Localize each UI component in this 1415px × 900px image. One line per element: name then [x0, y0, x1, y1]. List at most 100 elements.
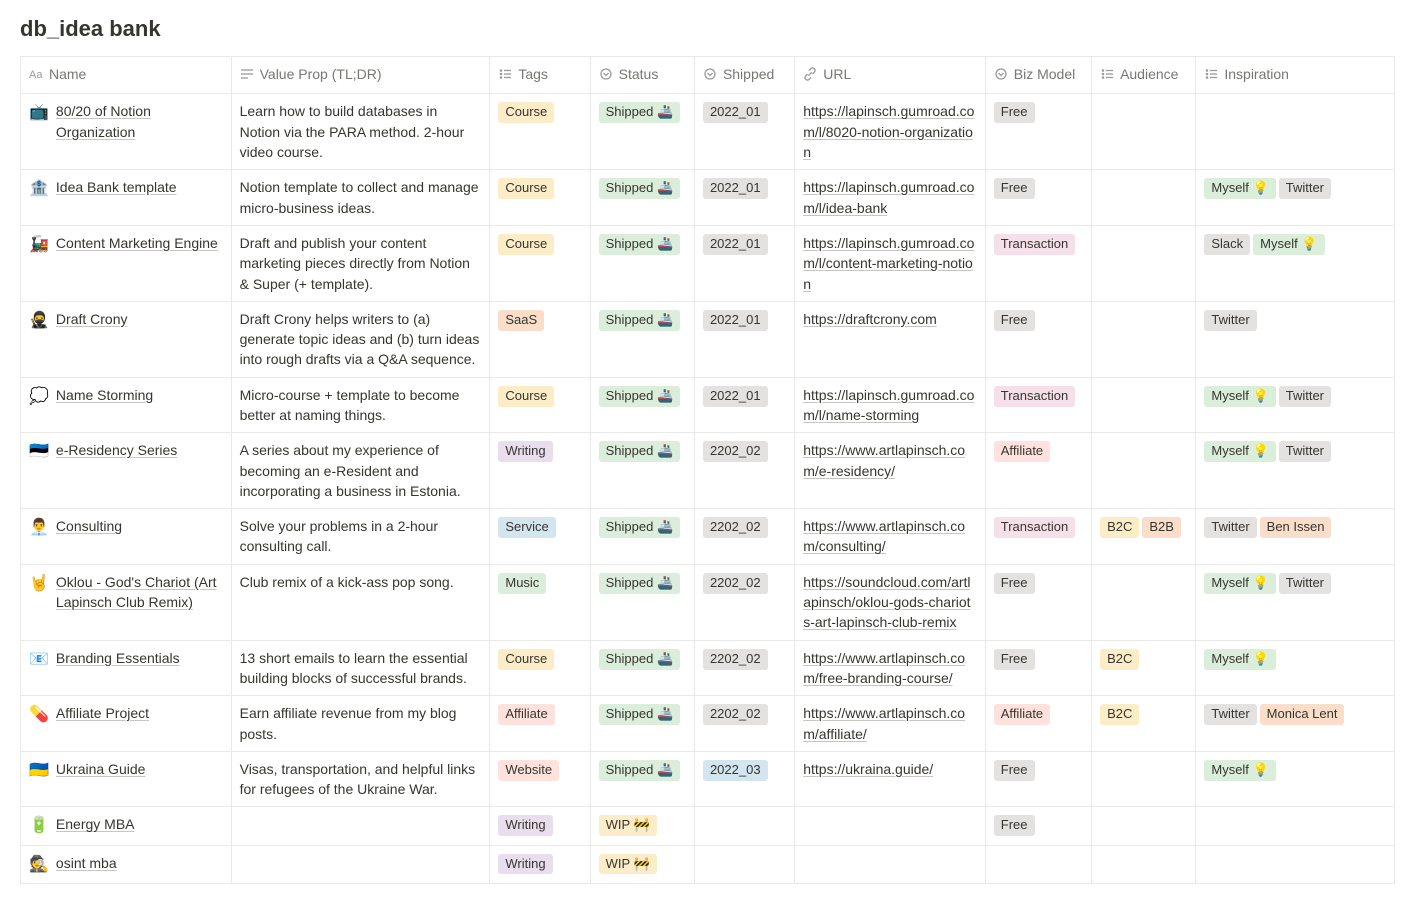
tag[interactable]: 2022_01: [703, 234, 768, 255]
cell-shipped[interactable]: [694, 807, 794, 845]
row-name[interactable]: Content Marketing Engine: [56, 233, 218, 253]
cell-url[interactable]: https://lapinsch.gumroad.com/l/content-m…: [795, 225, 986, 301]
cell-shipped[interactable]: 2022_01: [694, 170, 794, 226]
tag[interactable]: Shipped 🚢: [599, 573, 681, 594]
cell-biz-model[interactable]: Free: [985, 94, 1091, 170]
tag[interactable]: Music: [498, 573, 546, 594]
cell-shipped[interactable]: 2022_03: [694, 751, 794, 807]
row-name[interactable]: e-Residency Series: [56, 440, 177, 460]
cell-shipped[interactable]: 2202_02: [694, 509, 794, 565]
cell-shipped[interactable]: 2202_02: [694, 433, 794, 509]
url-link[interactable]: https://www.artlapinsch.com/affiliate/: [803, 705, 965, 741]
tag[interactable]: Myself 💡: [1253, 234, 1324, 255]
cell-inspiration[interactable]: TwitterBen Issen: [1196, 509, 1395, 565]
tag[interactable]: Course: [498, 386, 554, 407]
cell-status[interactable]: WIP 🚧: [590, 845, 694, 883]
cell-tags[interactable]: Course: [490, 94, 590, 170]
cell-value-prop[interactable]: [231, 845, 490, 883]
tag[interactable]: Affiliate: [994, 441, 1050, 462]
tag[interactable]: 2202_02: [703, 573, 768, 594]
tag[interactable]: 2022_01: [703, 386, 768, 407]
tag[interactable]: Twitter: [1204, 310, 1256, 331]
tag[interactable]: Course: [498, 178, 554, 199]
tag[interactable]: Shipped 🚢: [599, 649, 681, 670]
tag[interactable]: Shipped 🚢: [599, 310, 681, 331]
cell-status[interactable]: Shipped 🚢: [590, 640, 694, 696]
cell-audience[interactable]: [1092, 94, 1196, 170]
cell-url[interactable]: [795, 807, 986, 845]
tag[interactable]: Transaction: [994, 517, 1075, 538]
tag[interactable]: Myself 💡: [1204, 649, 1275, 670]
cell-audience[interactable]: [1092, 751, 1196, 807]
tag[interactable]: Transaction: [994, 234, 1075, 255]
url-link[interactable]: https://draftcrony.com: [803, 311, 937, 327]
tag[interactable]: Slack: [1204, 234, 1250, 255]
row-name[interactable]: Branding Essentials: [56, 648, 180, 668]
tag[interactable]: Shipped 🚢: [599, 234, 681, 255]
cell-url[interactable]: https://draftcrony.com: [795, 301, 986, 377]
cell-biz-model[interactable]: Free: [985, 807, 1091, 845]
tag[interactable]: Free: [994, 310, 1035, 331]
cell-url[interactable]: https://lapinsch.gumroad.com/l/name-stor…: [795, 377, 986, 433]
cell-value-prop[interactable]: Club remix of a kick-ass pop song.: [231, 564, 490, 640]
tag[interactable]: Shipped 🚢: [599, 441, 681, 462]
url-link[interactable]: https://lapinsch.gumroad.com/l/8020-noti…: [803, 103, 974, 160]
column-header-inspiration[interactable]: Inspiration: [1196, 57, 1395, 94]
cell-biz-model[interactable]: Transaction: [985, 377, 1091, 433]
tag[interactable]: Course: [498, 649, 554, 670]
row-name[interactable]: Consulting: [56, 516, 122, 536]
tag[interactable]: Myself 💡: [1204, 386, 1275, 407]
tag[interactable]: B2C: [1100, 649, 1139, 670]
tag[interactable]: 2202_02: [703, 649, 768, 670]
tag[interactable]: Service: [498, 517, 555, 538]
cell-status[interactable]: Shipped 🚢: [590, 94, 694, 170]
row-name[interactable]: 80/20 of Notion Organization: [56, 101, 223, 142]
tag[interactable]: Twitter: [1204, 704, 1256, 725]
tag[interactable]: WIP 🚧: [599, 815, 657, 836]
cell-biz-model[interactable]: Free: [985, 564, 1091, 640]
cell-name[interactable]: 🕵️osint mba: [21, 845, 232, 883]
tag[interactable]: Shipped 🚢: [599, 386, 681, 407]
cell-shipped[interactable]: 2202_02: [694, 564, 794, 640]
cell-biz-model[interactable]: Affiliate: [985, 433, 1091, 509]
cell-inspiration[interactable]: Myself 💡Twitter: [1196, 170, 1395, 226]
tag[interactable]: Ben Issen: [1260, 517, 1332, 538]
column-header-audience[interactable]: Audience: [1092, 57, 1196, 94]
tag[interactable]: Shipped 🚢: [599, 178, 681, 199]
cell-inspiration[interactable]: [1196, 807, 1395, 845]
row-name[interactable]: Name Storming: [56, 385, 153, 405]
tag[interactable]: SaaS: [498, 310, 544, 331]
tag[interactable]: Twitter: [1279, 441, 1331, 462]
cell-value-prop[interactable]: Notion template to collect and manage mi…: [231, 170, 490, 226]
cell-url[interactable]: https://ukraina.guide/: [795, 751, 986, 807]
cell-inspiration[interactable]: TwitterMonica Lent: [1196, 696, 1395, 752]
table-row[interactable]: 🕵️osint mbaWritingWIP 🚧: [21, 845, 1395, 883]
cell-status[interactable]: Shipped 🚢: [590, 377, 694, 433]
cell-biz-model[interactable]: Free: [985, 170, 1091, 226]
tag[interactable]: Free: [994, 178, 1035, 199]
column-header-tags[interactable]: Tags: [490, 57, 590, 94]
cell-value-prop[interactable]: 13 short emails to learn the essential b…: [231, 640, 490, 696]
cell-tags[interactable]: Course: [490, 377, 590, 433]
tag[interactable]: Monica Lent: [1260, 704, 1345, 725]
cell-shipped[interactable]: 2022_01: [694, 94, 794, 170]
url-link[interactable]: https://ukraina.guide/: [803, 761, 933, 777]
cell-inspiration[interactable]: Myself 💡Twitter: [1196, 564, 1395, 640]
cell-url[interactable]: https://www.artlapinsch.com/e-residency/: [795, 433, 986, 509]
table-row[interactable]: 💊Affiliate ProjectEarn affiliate revenue…: [21, 696, 1395, 752]
column-header-name[interactable]: AaName: [21, 57, 232, 94]
tag[interactable]: B2C: [1100, 704, 1139, 725]
tag[interactable]: Shipped 🚢: [599, 704, 681, 725]
cell-audience[interactable]: [1092, 433, 1196, 509]
cell-value-prop[interactable]: [231, 807, 490, 845]
cell-biz-model[interactable]: Free: [985, 640, 1091, 696]
cell-name[interactable]: 🤘Oklou - God's Chariot (Art Lapinsch Clu…: [21, 564, 232, 640]
tag[interactable]: Free: [994, 649, 1035, 670]
tag[interactable]: Shipped 🚢: [599, 102, 681, 123]
cell-url[interactable]: https://www.artlapinsch.com/consulting/: [795, 509, 986, 565]
tag[interactable]: 2202_02: [703, 441, 768, 462]
url-link[interactable]: https://soundcloud.com/artlapinsch/oklou…: [803, 574, 970, 631]
cell-tags[interactable]: Service: [490, 509, 590, 565]
cell-tags[interactable]: Course: [490, 640, 590, 696]
cell-value-prop[interactable]: A series about my experience of becoming…: [231, 433, 490, 509]
